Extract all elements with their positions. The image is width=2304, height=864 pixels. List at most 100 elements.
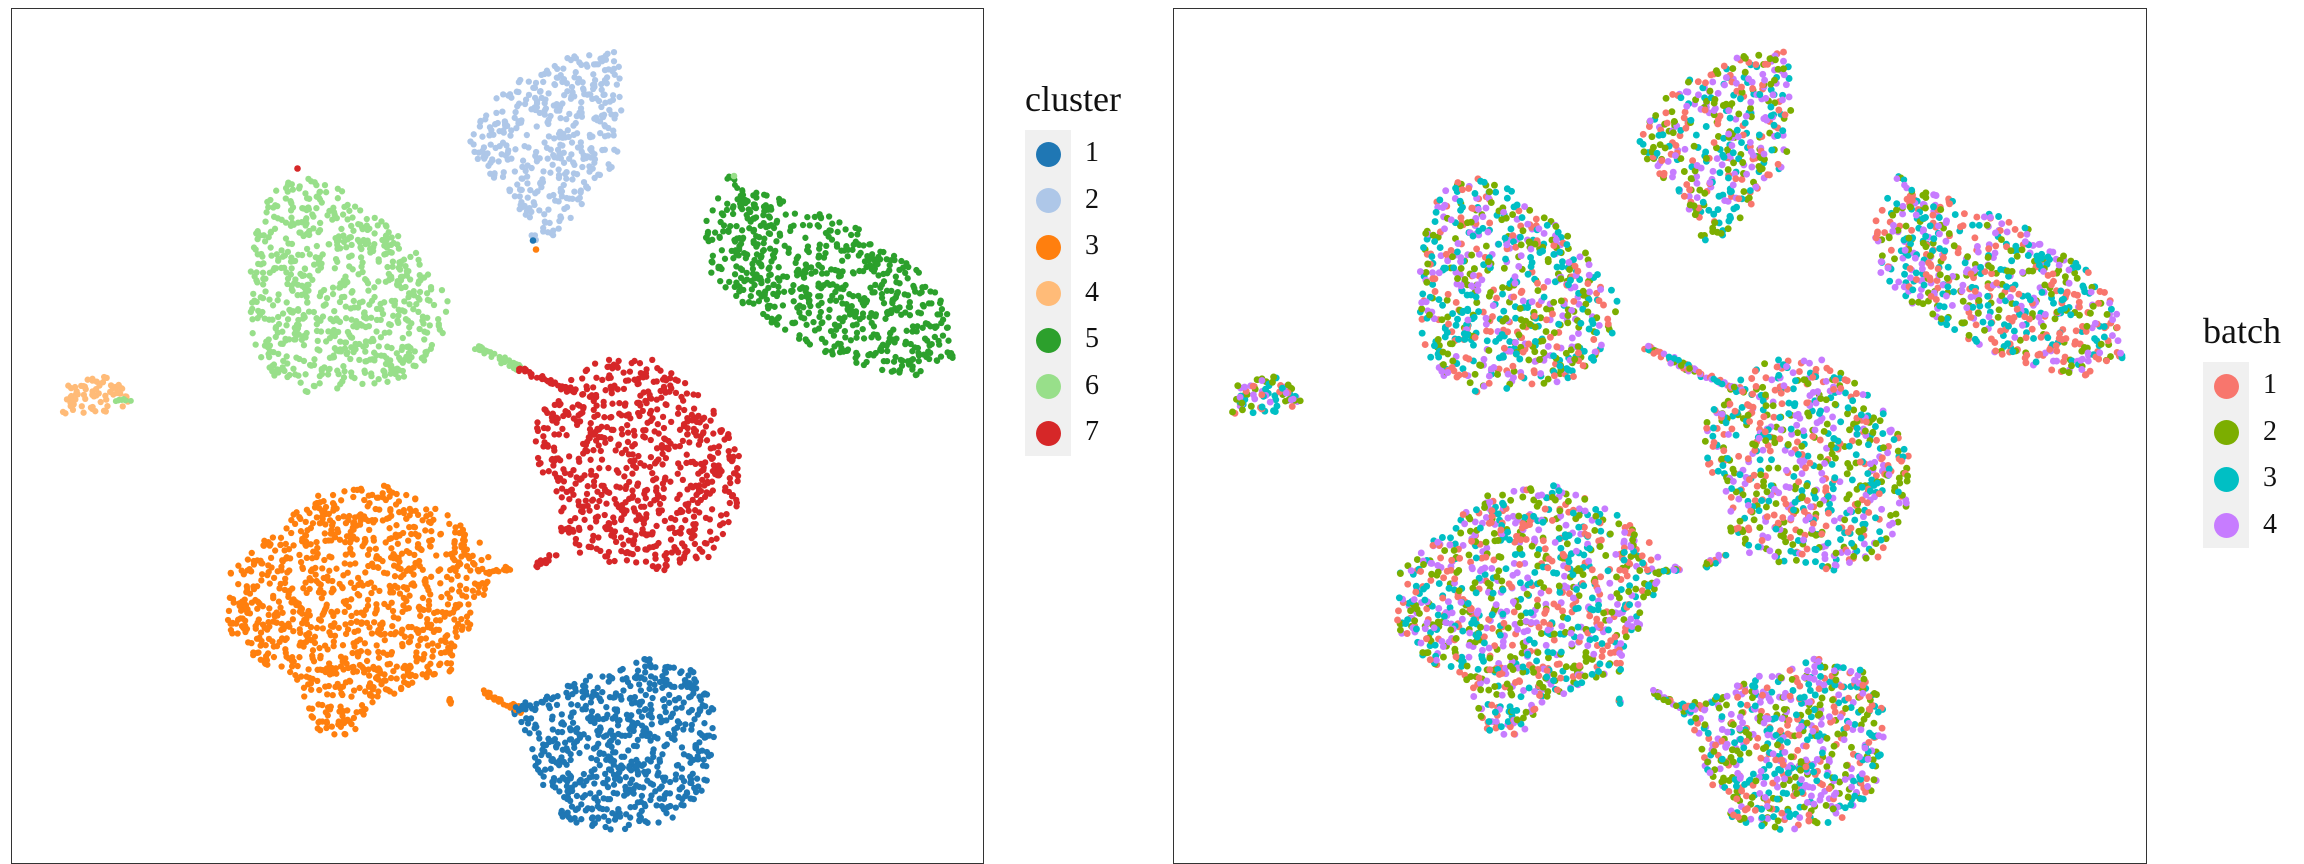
cluster-point (325, 510, 332, 518)
cluster-point (649, 749, 656, 757)
cluster-point (429, 653, 436, 660)
cluster-point (398, 630, 405, 637)
cluster-point (349, 649, 356, 657)
cluster-point (298, 282, 306, 289)
cluster-point (355, 651, 362, 658)
batch-point (1817, 792, 1825, 799)
cluster-point (454, 572, 461, 580)
cluster-legend-entry: 5 (1025, 316, 1121, 363)
cluster-point (631, 803, 638, 811)
cluster-legend-entry: 6 (1025, 362, 1121, 409)
cluster-point (451, 616, 458, 623)
cluster-point (672, 516, 679, 523)
batch-point (1865, 705, 1873, 713)
cluster-point (611, 495, 618, 503)
cluster-point (372, 545, 379, 552)
cluster-point (475, 343, 482, 350)
cluster-point (660, 485, 667, 492)
cluster-legend-label: 7 (1085, 416, 1099, 448)
cluster-point (667, 536, 675, 543)
cluster-point (876, 256, 884, 263)
cluster-point (365, 562, 372, 570)
cluster-point (555, 166, 562, 173)
cluster-point (636, 514, 644, 521)
cluster-point (316, 644, 323, 652)
cluster-point (346, 263, 353, 270)
cluster-point (684, 547, 691, 555)
cluster-point (631, 457, 638, 464)
cluster-point (616, 75, 623, 82)
cluster-point (69, 406, 77, 413)
cluster-point (659, 450, 666, 457)
cluster-point (648, 721, 655, 728)
batch-point (1783, 790, 1791, 797)
cluster-point (375, 278, 382, 285)
cluster-point (739, 187, 746, 194)
batch-point (1725, 788, 1733, 795)
cluster-point (313, 315, 320, 322)
cluster-point (545, 468, 552, 475)
cluster-point (326, 567, 333, 574)
cluster-point (935, 337, 942, 344)
cluster-point (433, 552, 440, 559)
cluster-point (341, 293, 348, 301)
cluster-point (237, 607, 245, 614)
cluster-point (361, 496, 368, 504)
cluster-point (637, 459, 644, 467)
cluster-point (567, 775, 574, 782)
cluster-point (313, 321, 320, 328)
cluster-point (281, 547, 288, 554)
cluster-point (774, 315, 781, 322)
cluster-point (707, 751, 715, 758)
cluster-point (325, 537, 332, 544)
cluster-point (751, 281, 758, 289)
cluster-point (605, 548, 613, 556)
cluster-point (572, 119, 579, 127)
cluster-point (364, 596, 372, 604)
cluster-point (642, 663, 649, 670)
cluster-point (578, 816, 585, 823)
cluster-point (608, 426, 615, 433)
cluster-point (541, 439, 548, 446)
batch-point (1773, 775, 1781, 783)
cluster-point (743, 211, 750, 219)
cluster-point (627, 694, 634, 701)
cluster-point (903, 260, 910, 267)
cluster-point (583, 61, 590, 68)
cluster-point (389, 263, 396, 270)
batch-point (1857, 795, 1865, 803)
batch-point (1694, 78, 1702, 86)
cluster-point (540, 433, 547, 440)
cluster-point (568, 83, 576, 91)
cluster-point (351, 203, 359, 210)
cluster-point (667, 478, 674, 485)
cluster-point (612, 538, 620, 545)
cluster-point (618, 425, 625, 433)
cluster-point (595, 715, 602, 722)
cluster-point (331, 731, 338, 738)
cluster-point (277, 541, 284, 549)
cluster-point (335, 371, 342, 378)
cluster-point (690, 682, 697, 689)
cluster-point (622, 377, 630, 384)
cluster-point (549, 161, 556, 168)
cluster-point (617, 667, 624, 674)
cluster-point (822, 347, 830, 355)
cluster-point (549, 455, 556, 463)
cluster-point (368, 630, 376, 637)
cluster-point (708, 536, 715, 544)
cluster-point (341, 488, 348, 495)
cluster-point (760, 310, 767, 318)
cluster-point (381, 671, 388, 678)
cluster-point (306, 361, 314, 369)
cluster-point (266, 580, 273, 587)
cluster-point (695, 441, 703, 448)
cluster-point (475, 589, 482, 596)
cluster-point (915, 357, 922, 365)
cluster-point (327, 632, 334, 639)
cluster-point (608, 674, 615, 681)
cluster-point (723, 510, 730, 518)
cluster-point (886, 335, 893, 342)
cluster-point (750, 215, 757, 222)
batch-point (1763, 803, 1771, 810)
